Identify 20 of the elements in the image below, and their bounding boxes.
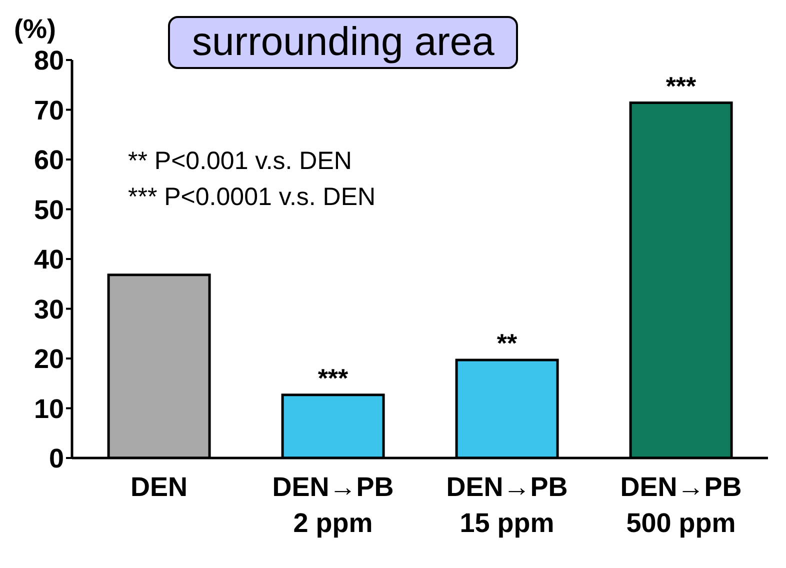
y-tick-label: 40 (34, 244, 64, 275)
y-axis-title: (%) (14, 14, 56, 45)
y-tick-label: 60 (34, 145, 64, 176)
x-tick-label: DEN→PB 2 ppm (272, 472, 394, 538)
y-tick-label: 50 (34, 194, 64, 225)
x-tick-label: DEN→PB 500 ppm (620, 472, 742, 538)
x-tick-label: DEN→PB 15 ppm (446, 472, 568, 538)
y-tick-label: 80 (34, 46, 64, 76)
y-tick-label: 0 (48, 444, 64, 474)
annotation: ** P<0.001 v.s. DEN (128, 146, 353, 177)
annotation: *** P<0.0001 v.s. DEN (128, 182, 376, 213)
y-tick-label: 30 (34, 294, 64, 324)
chart-title: surrounding area (168, 16, 518, 69)
y-tick-label: 10 (34, 394, 64, 424)
y-tick-label: 70 (34, 95, 64, 126)
annotation: *** (666, 70, 698, 101)
x-tick-label: DEN (130, 472, 188, 502)
y-tick-label: 20 (34, 344, 64, 374)
annotation: ** (496, 328, 518, 358)
annotation: *** (318, 362, 350, 393)
